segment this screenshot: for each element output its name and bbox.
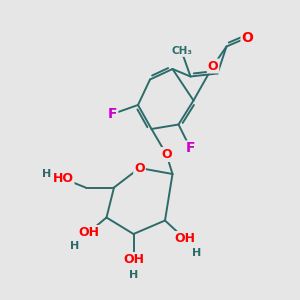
Text: F: F [108,107,117,121]
Text: H: H [129,269,138,280]
Text: O: O [242,31,254,44]
Text: H: H [192,248,201,259]
Text: H: H [42,169,51,179]
Text: F: F [186,142,195,155]
Text: HO: HO [52,172,74,185]
Text: OH: OH [78,226,99,239]
Text: OH: OH [123,253,144,266]
Text: O: O [161,148,172,161]
Text: CH₃: CH₃ [171,46,192,56]
Text: H: H [70,241,80,251]
Text: OH: OH [174,232,195,245]
Text: O: O [134,161,145,175]
Text: O: O [208,59,218,73]
